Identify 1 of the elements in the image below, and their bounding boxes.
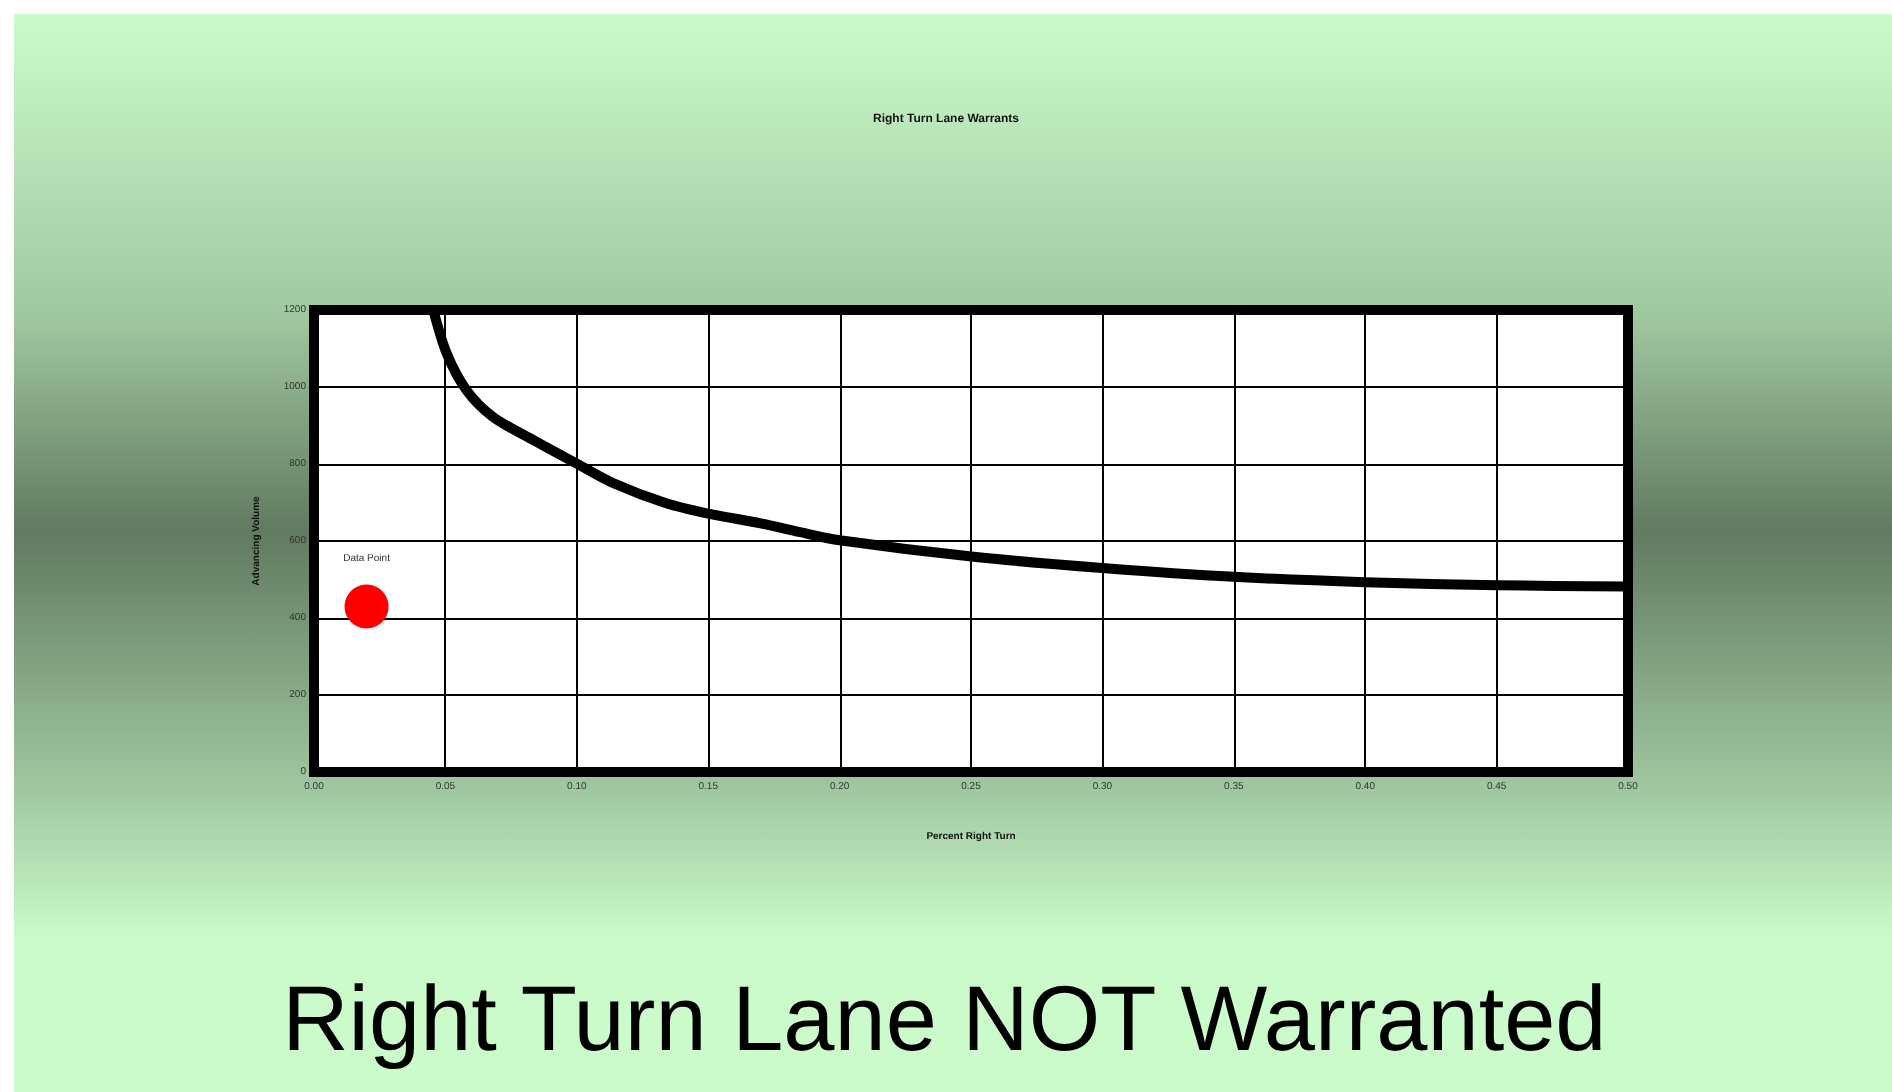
text: Right Turn Lane NOT Warranted	[282, 966, 1607, 1070]
